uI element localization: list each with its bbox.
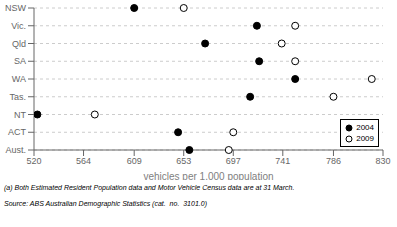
html-text:2009: 2009: [356, 134, 374, 143]
svg-text:vehicles per 1,000 population: vehicles per 1,000 population: [143, 171, 273, 180]
svg-text:WA: WA: [12, 74, 26, 84]
svg-text:Vic.: Vic.: [11, 21, 26, 31]
svg-text:ACT: ACT: [8, 127, 27, 137]
svg-text:Qld: Qld: [12, 39, 26, 49]
svg-text:653: 653: [176, 156, 191, 166]
svg-text:Tas.: Tas.: [9, 92, 26, 102]
svg-text:SA: SA: [14, 56, 26, 66]
html-text:(a) Both Estimated Resident Po: (a) Both Estimated Resident Population d…: [4, 184, 295, 191]
svg-text:NSW: NSW: [8, 3, 27, 13]
svg-text:Aust.: Aust.: [8, 145, 26, 155]
svg-text:564: 564: [76, 156, 91, 166]
svg-text:697: 697: [226, 156, 241, 166]
svg-text:609: 609: [127, 156, 142, 166]
svg-text:830: 830: [375, 156, 389, 166]
html-text:2004: 2004: [356, 123, 374, 132]
svg-text:520: 520: [26, 156, 41, 166]
svg-text:741: 741: [275, 156, 290, 166]
svg-text:NT: NT: [14, 110, 26, 120]
svg-text:786: 786: [326, 156, 341, 166]
html-text:Source: ABS Australian Demogra: Source: ABS Australian Demographic Stati…: [4, 200, 207, 207]
